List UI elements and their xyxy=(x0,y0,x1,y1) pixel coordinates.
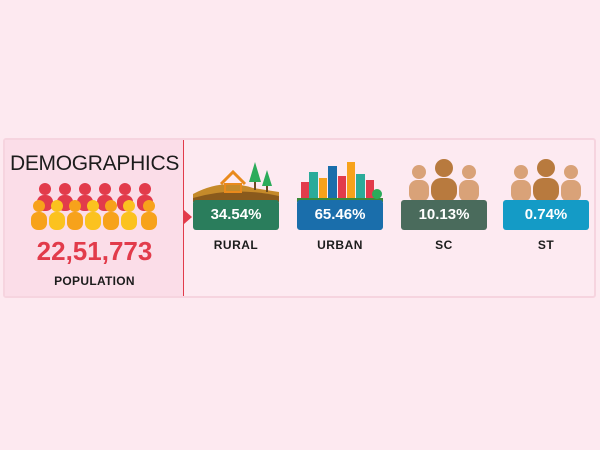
stat-rural: 34.54% RURAL xyxy=(193,158,279,278)
city-skyline-icon xyxy=(297,162,383,202)
population-label: POPULATION xyxy=(54,274,135,288)
st-label: ST xyxy=(537,238,555,252)
population-panel: DEMOGRAPHICS 22,51,773 xyxy=(5,140,192,296)
urban-percentage-badge: 65.46% xyxy=(297,200,383,230)
st-percentage-badge: 0.74% xyxy=(503,200,589,230)
rural-percentage-badge: 34.54% xyxy=(193,200,279,230)
stat-sc: 10.13% SC xyxy=(401,158,487,278)
crowd-icon xyxy=(31,183,157,230)
people-group-icon xyxy=(511,159,581,202)
rural-label: RURAL xyxy=(213,238,259,252)
panel-title: DEMOGRAPHICS xyxy=(9,152,180,175)
population-value: 22,51,773 xyxy=(36,236,153,266)
demographics-card: DEMOGRAPHICS 22,51,773 xyxy=(3,138,596,298)
people-group-icon xyxy=(409,159,479,202)
stat-urban: 65.46% URBAN xyxy=(297,158,383,278)
rural-landscape-icon xyxy=(193,162,279,202)
stat-st: 0.74% ST xyxy=(503,158,589,278)
sc-percentage-badge: 10.13% xyxy=(401,200,487,230)
urban-label: URBAN xyxy=(317,238,363,252)
sc-label: SC xyxy=(435,238,453,252)
